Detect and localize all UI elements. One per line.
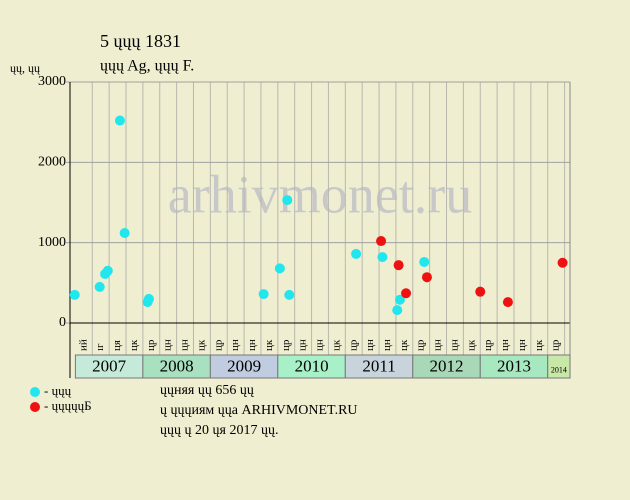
point	[557, 257, 568, 268]
point	[394, 294, 405, 305]
quarter-label: цк	[263, 339, 275, 351]
point	[419, 256, 430, 267]
quarter-label: цн	[516, 339, 528, 351]
point	[258, 289, 269, 300]
quarter-label: цк	[195, 339, 207, 351]
point	[392, 305, 403, 316]
quarter-label: цк	[398, 339, 410, 351]
quarter-label: ıг	[94, 343, 106, 351]
x-tick-label: 2014	[551, 365, 567, 374]
note: ų ųųųиям ųųа ARHIVMONET.RU	[160, 403, 358, 418]
y-tick-label: 1000	[38, 235, 66, 250]
quarter-label: цн	[229, 339, 241, 351]
y-axis-label: ųų, ųų	[10, 61, 40, 75]
note: ųųų ų 20 ųя 2017 ųų.	[160, 423, 278, 438]
point	[421, 272, 432, 283]
point	[274, 263, 285, 274]
y-tick-label: 3000	[38, 74, 66, 89]
point	[102, 265, 113, 276]
legend-label: - ųųųųųБ	[44, 398, 92, 413]
quarter-label: ця	[111, 340, 123, 351]
point	[376, 236, 387, 247]
x-tick-label: 2011	[362, 356, 395, 375]
point	[351, 248, 362, 259]
quarter-label: ий	[77, 339, 89, 351]
point	[393, 260, 404, 271]
quarter-label: цр	[212, 339, 224, 351]
x-tick-label: 2010	[295, 356, 329, 375]
quarter-label: цр	[415, 339, 427, 351]
legend-marker	[30, 387, 40, 397]
quarter-label: цр	[145, 339, 157, 351]
point	[114, 115, 125, 126]
quarter-label: цк	[465, 339, 477, 351]
quarter-label: цр	[347, 339, 359, 351]
point	[502, 297, 513, 308]
point	[119, 228, 130, 239]
quarter-label: цк	[533, 339, 545, 351]
quarter-label: цн	[499, 339, 511, 351]
chart-subtitle: ųųų Ag, ųųų F.	[100, 58, 194, 75]
quarter-label: цк	[330, 339, 342, 351]
point	[69, 289, 80, 300]
quarter-label: цн	[297, 339, 309, 351]
legend-marker	[30, 402, 40, 412]
y-tick-label: 2000	[38, 155, 66, 170]
x-tick-label: 2007	[92, 356, 127, 375]
point	[284, 289, 295, 300]
x-tick-label: 2012	[430, 356, 464, 375]
point	[143, 293, 154, 304]
quarter-label: цн	[381, 339, 393, 351]
point	[94, 281, 105, 292]
x-tick-label: 2008	[160, 356, 194, 375]
watermark: arhivmonet.ru	[168, 164, 472, 224]
point	[377, 252, 388, 263]
year-band	[547, 354, 571, 379]
quarter-label: цн	[246, 339, 258, 351]
x-tick-label: 2013	[497, 356, 531, 375]
quarter-label: цн	[364, 339, 376, 351]
quarter-label: цк	[128, 339, 140, 351]
quarter-label: цн	[448, 339, 460, 351]
point	[282, 195, 293, 206]
point	[401, 288, 412, 299]
chart-title: 5 ųųų 1831	[100, 31, 181, 51]
quarter-label: цр	[482, 339, 494, 351]
point	[475, 286, 486, 297]
note: ųųняя ųų 656 ųų	[160, 383, 254, 398]
quarter-label: цр	[550, 339, 562, 351]
quarter-label: цн	[162, 339, 174, 351]
y-tick-label: 0	[59, 315, 66, 330]
x-tick-label: 2009	[227, 356, 261, 375]
legend-label: - ųųų	[44, 383, 72, 398]
quarter-label: цр	[280, 339, 292, 351]
quarter-label: цн	[314, 339, 326, 351]
quarter-label: цн	[179, 339, 191, 351]
quarter-label: цн	[432, 339, 444, 351]
